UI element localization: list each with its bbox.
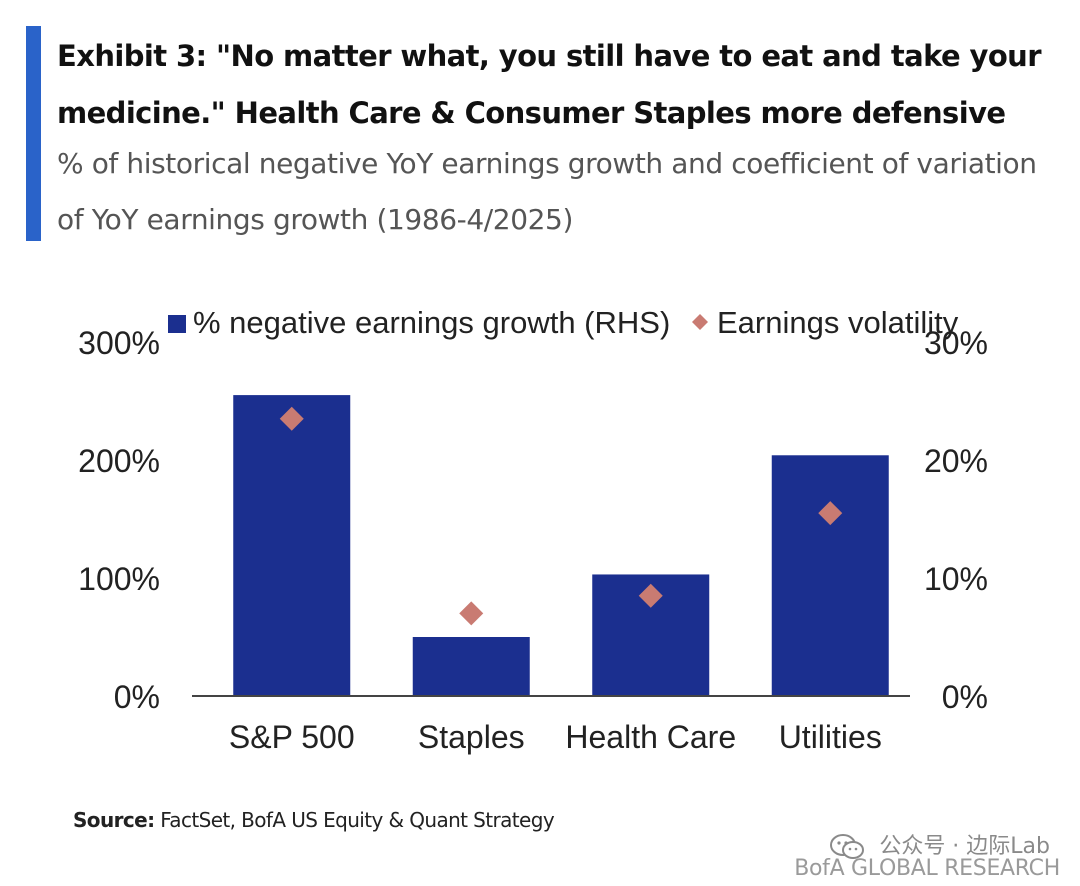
left-axis: 0% 100% 200% 300%	[78, 325, 160, 715]
right-axis: 0% 10% 20% 30%	[924, 325, 988, 715]
category-label: Health Care	[565, 719, 736, 755]
watermark-text: 公众号 · 边际Lab	[879, 834, 1050, 859]
volatility-marker	[459, 601, 484, 626]
right-axis-tick-label: 10%	[924, 561, 988, 597]
legend: % negative earnings growth (RHS) Earnings…	[168, 305, 959, 340]
right-axis-tick-label: 30%	[924, 325, 988, 361]
volatility-marker	[818, 501, 843, 526]
source-label: Source:	[73, 808, 155, 832]
legend-label-bar: % negative earnings growth (RHS)	[193, 305, 670, 340]
marker-series	[279, 406, 843, 626]
right-axis-tick-label: 0%	[942, 679, 988, 715]
accent-bar	[26, 26, 41, 241]
source-note: Source: FactSet, BofA US Equity & Quant …	[73, 808, 555, 832]
category-label: Utilities	[779, 719, 882, 755]
volatility-marker	[279, 406, 304, 431]
bar	[412, 637, 530, 696]
left-axis-tick-label: 200%	[78, 443, 160, 479]
brand-footer: BofA GLOBAL RESEARCH	[794, 856, 1060, 881]
source-text: FactSet, BofA US Equity & Quant Strategy	[160, 808, 555, 832]
left-axis-tick-label: 0%	[114, 679, 160, 715]
category-labels: S&P 500 Staples Health Care Utilities	[229, 719, 882, 755]
legend-label-marker: Earnings volatility	[717, 305, 959, 340]
left-axis-tick-label: 100%	[78, 561, 160, 597]
legend-swatch-marker	[692, 314, 708, 330]
wechat-icon	[830, 834, 865, 860]
category-label: Staples	[418, 719, 525, 755]
category-label: S&P 500	[229, 719, 355, 755]
right-axis-tick-label: 20%	[924, 443, 988, 479]
bar-chart: % negative earnings growth (RHS) Earnings…	[78, 305, 988, 755]
bar	[771, 455, 889, 696]
watermark: 公众号 · 边际Lab	[830, 828, 1050, 860]
volatility-marker	[638, 583, 663, 608]
chart-subtitle: % of historical negative YoY earnings gr…	[57, 147, 1037, 236]
bar-series	[233, 395, 889, 696]
legend-swatch-bar	[168, 315, 186, 333]
chart-title: Exhibit 3: "No matter what, you still ha…	[57, 39, 1042, 130]
bar	[233, 395, 351, 696]
left-axis-tick-label: 300%	[78, 325, 160, 361]
